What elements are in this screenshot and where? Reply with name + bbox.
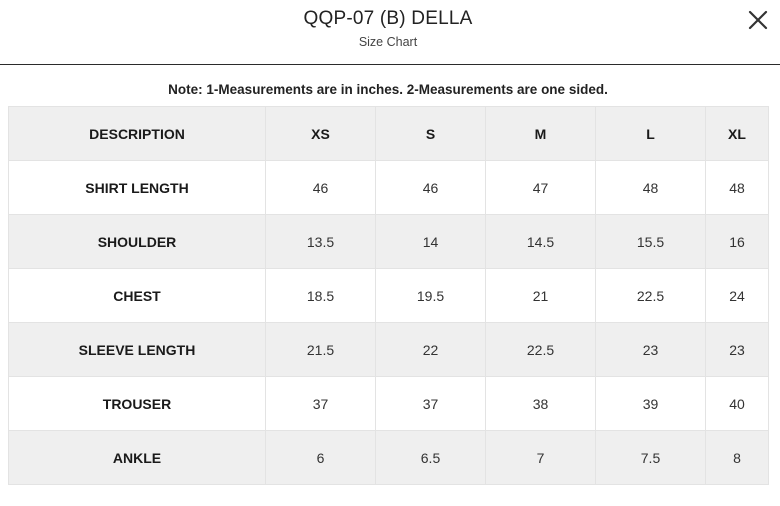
table-row: CHEST 18.5 19.5 21 22.5 24	[8, 268, 769, 323]
table-cell: 37	[265, 376, 376, 431]
row-label: TROUSER	[8, 376, 266, 431]
measurement-note: Note: 1-Measurements are in inches. 2-Me…	[168, 82, 608, 97]
column-header-s: S	[375, 106, 486, 161]
table-cell: 14.5	[485, 214, 596, 269]
table-cell: 6.5	[375, 430, 486, 485]
column-header-xl: XL	[705, 106, 769, 161]
column-header-description: DESCRIPTION	[8, 106, 266, 161]
table-cell: 8	[705, 430, 769, 485]
table-cell: 16	[705, 214, 769, 269]
table-cell: 46	[265, 160, 376, 215]
row-label: SLEEVE LENGTH	[8, 322, 266, 377]
column-header-xs: XS	[265, 106, 376, 161]
table-cell: 21	[485, 268, 596, 323]
close-button[interactable]	[744, 6, 772, 34]
table-cell: 23	[705, 322, 769, 377]
table-row: SLEEVE LENGTH 21.5 22 22.5 23 23	[8, 322, 769, 377]
table-row: SHIRT LENGTH 46 46 47 48 48	[8, 160, 769, 215]
modal-subtitle: Size Chart	[358, 35, 418, 49]
table-cell: 23	[595, 322, 706, 377]
size-chart-table: DESCRIPTION XS S M L XL SHIRT LENGTH 46 …	[8, 106, 769, 485]
table-cell: 24	[705, 268, 769, 323]
table-cell: 21.5	[265, 322, 376, 377]
table-cell: 7	[485, 430, 596, 485]
column-header-m: M	[485, 106, 596, 161]
column-header-l: L	[595, 106, 706, 161]
row-label: CHEST	[8, 268, 266, 323]
table-cell: 38	[485, 376, 596, 431]
row-label: SHOULDER	[8, 214, 266, 269]
table-cell: 6	[265, 430, 376, 485]
table-cell: 40	[705, 376, 769, 431]
product-title: QQP-07 (B) DELLA	[303, 8, 473, 29]
table-cell: 48	[595, 160, 706, 215]
close-icon	[748, 10, 768, 30]
table-row: ANKLE 6 6.5 7 7.5 8	[8, 430, 769, 485]
table-cell: 39	[595, 376, 706, 431]
table-cell: 14	[375, 214, 486, 269]
table-cell: 18.5	[265, 268, 376, 323]
row-label: ANKLE	[8, 430, 266, 485]
table-header-row: DESCRIPTION XS S M L XL	[8, 106, 769, 161]
table-cell: 22.5	[485, 322, 596, 377]
row-label: SHIRT LENGTH	[8, 160, 266, 215]
table-cell: 46	[375, 160, 486, 215]
table-row: TROUSER 37 37 38 39 40	[8, 376, 769, 431]
table-cell: 48	[705, 160, 769, 215]
table-cell: 22	[375, 322, 486, 377]
table-cell: 37	[375, 376, 486, 431]
table-cell: 7.5	[595, 430, 706, 485]
table-cell: 22.5	[595, 268, 706, 323]
table-cell: 19.5	[375, 268, 486, 323]
table-row: SHOULDER 13.5 14 14.5 15.5 16	[8, 214, 769, 269]
table-cell: 47	[485, 160, 596, 215]
table-cell: 13.5	[265, 214, 376, 269]
table-cell: 15.5	[595, 214, 706, 269]
modal-header: QQP-07 (B) DELLA Size Chart	[0, 0, 780, 65]
